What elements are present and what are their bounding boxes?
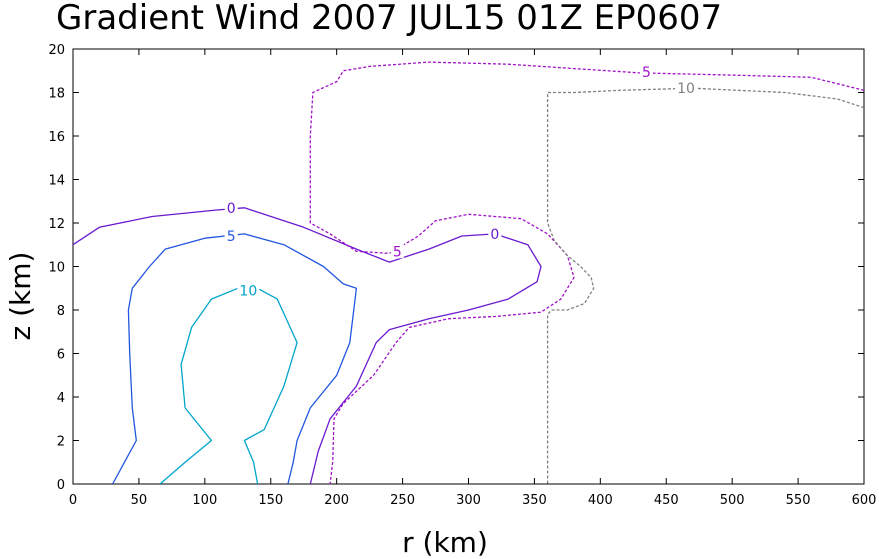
x-tick-label: 350	[522, 493, 547, 508]
y-tick-label: 0	[57, 478, 65, 493]
x-tick-label: 250	[390, 493, 415, 508]
contour-line-0-solid	[73, 207, 542, 484]
x-tick-label: 200	[324, 493, 349, 508]
y-tick-label: 10	[48, 261, 65, 276]
y-axis-ticks: 0 2 4 6 8 10 12 14 16 18 20	[48, 43, 864, 493]
contour-label: 5	[393, 244, 402, 260]
y-tick-label: 6	[57, 348, 65, 363]
contour-label: 10	[239, 283, 257, 299]
x-tick-label: 100	[192, 493, 217, 508]
plot-area: 10 5 0 0 5 5 10	[72, 48, 865, 485]
contour-label-background	[639, 63, 653, 79]
contour-label-background	[237, 282, 260, 298]
x-axis-label: r (km)	[402, 526, 488, 559]
contour-line-5-dashed	[309, 61, 864, 484]
y-axis-label: z (km)	[4, 252, 37, 341]
contour-lines	[73, 61, 864, 484]
contour-label-background	[224, 228, 238, 244]
x-tick-label: 300	[456, 493, 481, 508]
contour-label: 5	[227, 229, 236, 245]
x-tick-label: 500	[720, 493, 745, 508]
x-tick-label: 50	[131, 493, 148, 508]
contour-label: 10	[677, 81, 695, 97]
y-tick-label: 14	[48, 174, 65, 189]
contour-label: 0	[227, 201, 236, 217]
x-tick-label: 0	[69, 493, 77, 508]
x-tick-label: 400	[588, 493, 613, 508]
x-tick-label: 450	[654, 493, 679, 508]
contour-label-background	[224, 199, 238, 215]
y-tick-label: 20	[48, 43, 65, 58]
contour-line-5-solid	[112, 233, 358, 484]
y-tick-label: 8	[57, 304, 65, 319]
y-tick-label: 18	[48, 87, 65, 102]
x-tick-label: 550	[786, 493, 811, 508]
y-tick-label: 4	[57, 391, 65, 406]
x-axis-ticks: 0 50 100 150 200 250 300 350 400 450 500 550 600	[69, 49, 877, 508]
contour-line-10-solid	[159, 287, 298, 484]
contour-label: 5	[642, 65, 651, 81]
contour-label-background	[390, 243, 404, 259]
contour-label-background	[675, 80, 698, 96]
contour-label-background	[488, 225, 502, 241]
x-tick-label: 600	[852, 493, 877, 508]
x-tick-label: 150	[258, 493, 283, 508]
plot-frame	[72, 48, 865, 485]
chart-title: Gradient Wind 2007 JUL15 01Z EP0607	[56, 0, 722, 38]
y-tick-label: 16	[48, 130, 65, 145]
contour-label: 0	[490, 227, 499, 243]
y-tick-label: 12	[48, 217, 65, 232]
contour-line-10-dashed	[546, 87, 864, 484]
y-tick-label: 2	[57, 435, 65, 450]
